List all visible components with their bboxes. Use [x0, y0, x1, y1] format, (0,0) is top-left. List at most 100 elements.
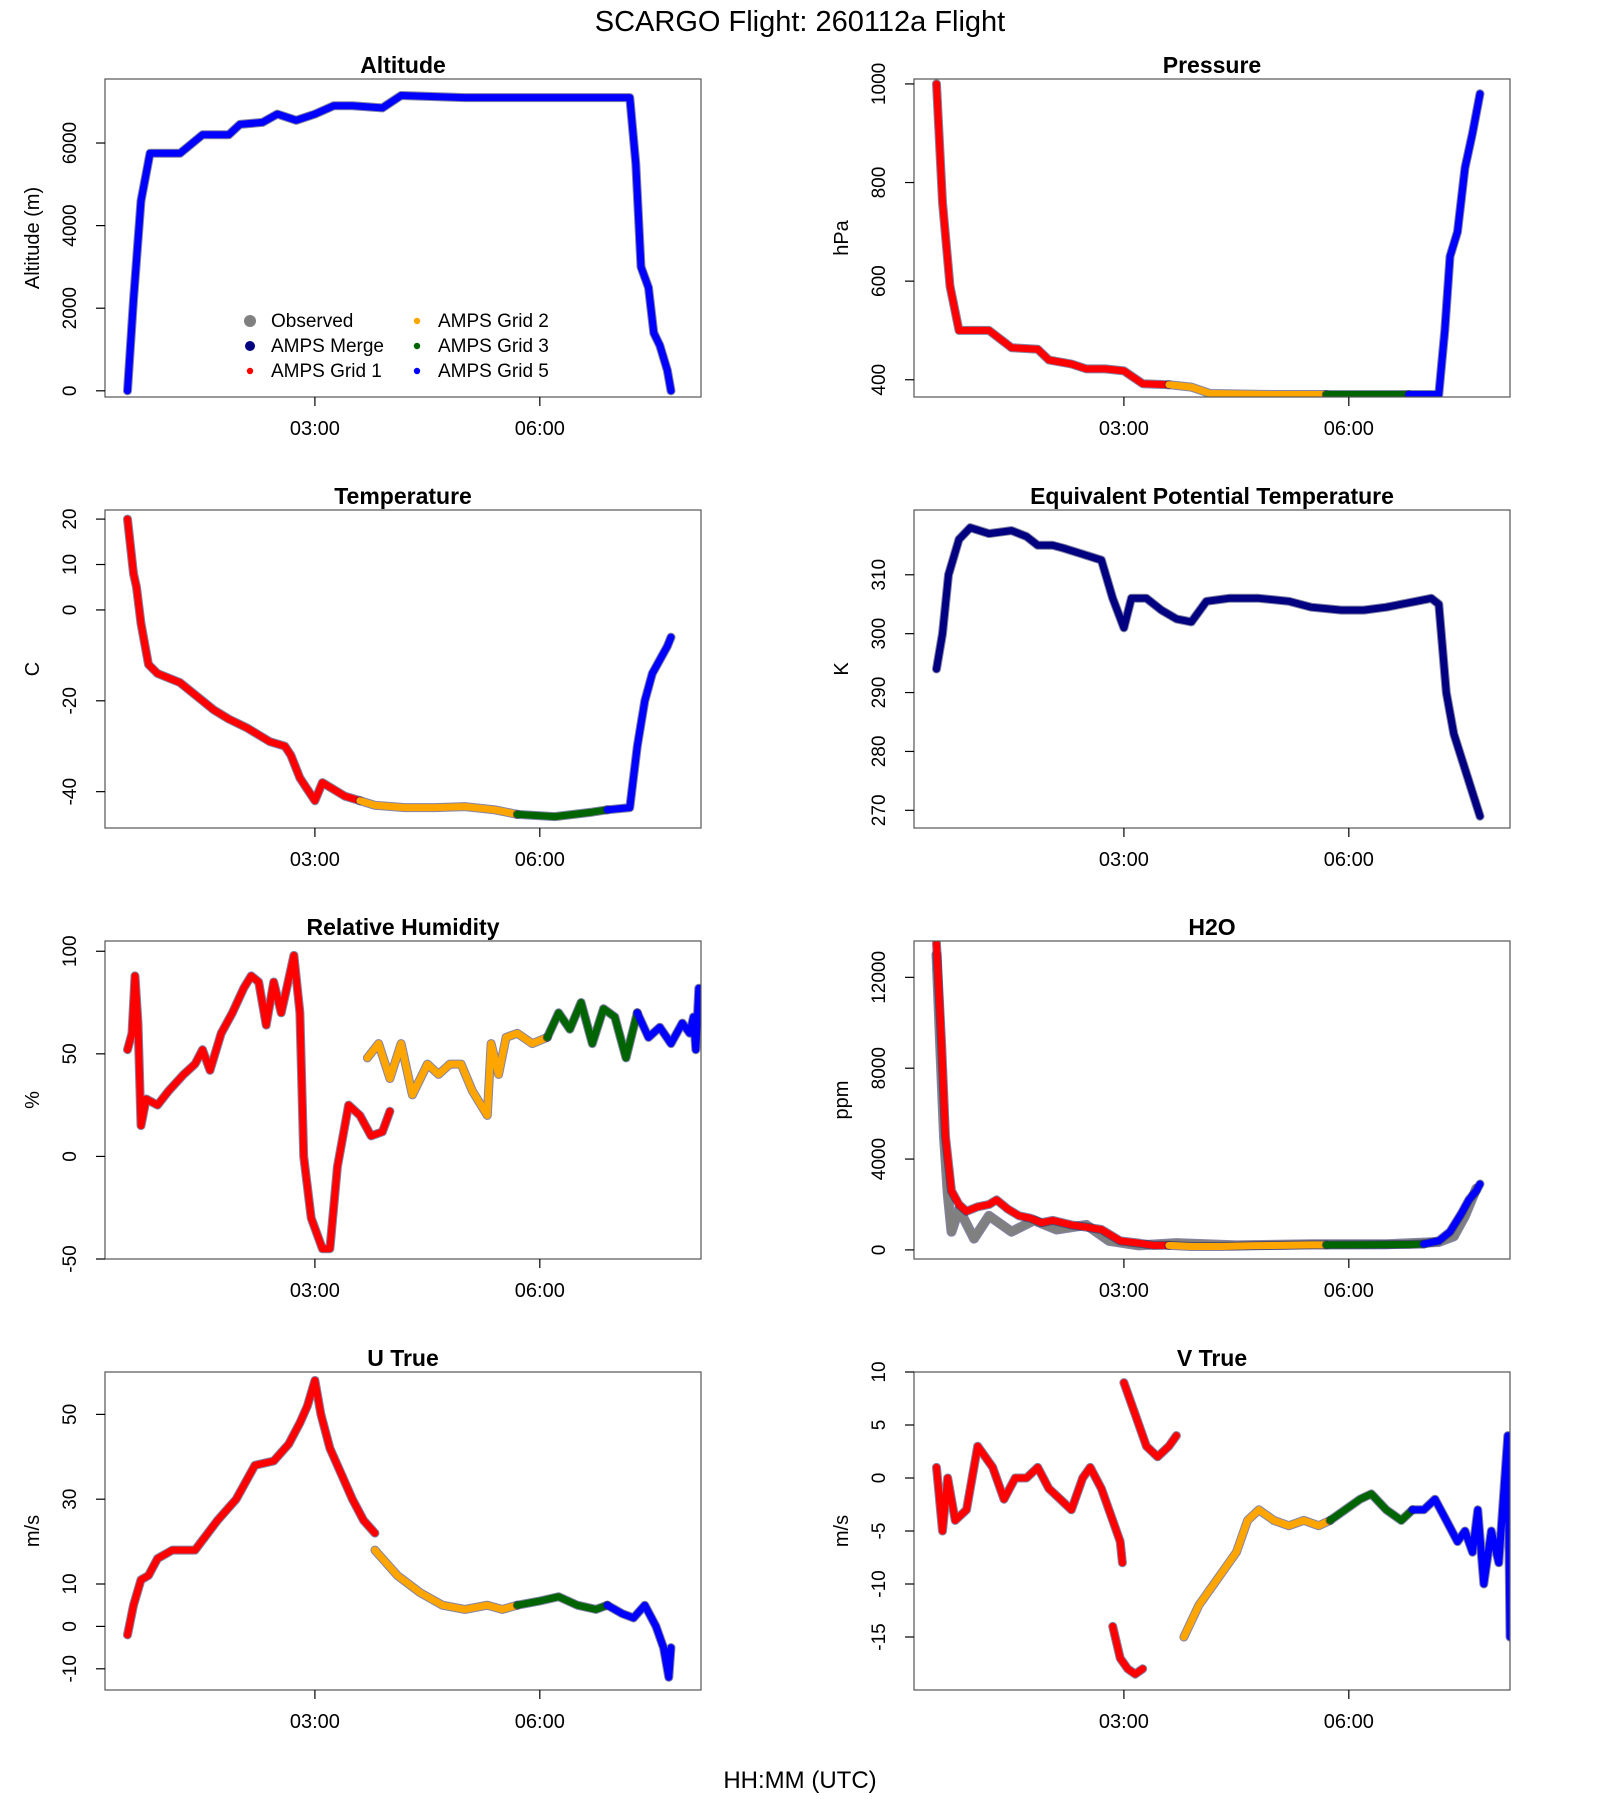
data-point: [1150, 1242, 1158, 1249]
data-point: [259, 119, 266, 126]
data-point: [236, 121, 244, 128]
data-point: [1023, 1474, 1030, 1482]
series-amps-grid-2: [1179, 1505, 1335, 1642]
data-point: [645, 284, 652, 291]
series-amps-grid-3: [1325, 1489, 1417, 1525]
data-point: [154, 1555, 161, 1562]
data-point: [1119, 1559, 1126, 1567]
data-point: [293, 117, 300, 124]
data-point: [1480, 1580, 1488, 1588]
data-point: [281, 993, 289, 1000]
data-point: [145, 661, 152, 668]
data-point: [619, 1610, 626, 1617]
panel-frame: [913, 78, 1511, 398]
data-point: [191, 1546, 199, 1554]
data-point: [1443, 1517, 1450, 1524]
data-point: [1068, 1221, 1075, 1229]
data-point: [1139, 380, 1146, 387]
data-point: [1143, 595, 1150, 602]
data-point: [424, 1060, 431, 1068]
data-point: [1461, 1527, 1469, 1535]
data-point: [1068, 1506, 1075, 1514]
panel-data: [123, 1376, 676, 1682]
data-point: [255, 978, 262, 986]
data-point: [296, 774, 304, 782]
y-tick-label: -40: [60, 778, 81, 805]
series-outline: [931, 949, 1482, 1251]
data-point: [356, 1112, 364, 1119]
series-line: [603, 1601, 675, 1681]
y-axis-label: C: [22, 662, 44, 676]
data-point: [1398, 1517, 1405, 1524]
data-point: [634, 1009, 641, 1016]
data-point: [379, 1128, 386, 1136]
data-point: [955, 1201, 963, 1208]
series-amps-grid-5: [1408, 1431, 1510, 1642]
data-point: [604, 1602, 611, 1609]
series-line: [124, 951, 394, 1253]
data-point: [128, 1030, 136, 1037]
legend-swatch: [413, 317, 421, 325]
series-amps-grid-2: [362, 1028, 552, 1120]
data-point: [1049, 542, 1056, 549]
data-point: [1323, 391, 1330, 397]
data-point: [1458, 1210, 1465, 1217]
data-point: [409, 1091, 416, 1099]
data-point: [1087, 1464, 1094, 1471]
data-point: [1461, 765, 1469, 773]
data-point: [1132, 1411, 1139, 1418]
data-point: [1465, 1196, 1473, 1204]
data-point: [165, 1087, 172, 1095]
series-amps-grid-3: [542, 998, 642, 1063]
data-point: [933, 665, 940, 673]
series-line: [1409, 1432, 1510, 1641]
panel-data: [123, 91, 676, 396]
x-tick-label: 03:00: [290, 1711, 340, 1733]
data-point: [484, 1602, 491, 1609]
x-tick-label: 03:00: [1099, 849, 1149, 871]
panel-data: [123, 514, 676, 822]
panel-frame: [913, 1371, 1511, 1691]
data-point: [225, 715, 232, 723]
series-line: [603, 633, 675, 814]
series-line: [363, 1029, 551, 1119]
data-point: [341, 793, 349, 800]
series-amps-grid-5: [632, 983, 701, 1055]
panel-temperature: Temperature 03:00 06:00 -40 -20 0 10 20 C: [22, 483, 702, 871]
data-point: [180, 1071, 187, 1078]
x-tick-label: 06:00: [1324, 418, 1374, 440]
data-point: [1139, 1665, 1146, 1673]
series-amps-grid-1: [1108, 1621, 1148, 1679]
data-point: [285, 1440, 292, 1448]
data-point: [665, 1674, 672, 1681]
data-point: [287, 752, 295, 759]
data-point: [124, 1046, 131, 1053]
data-point: [1203, 598, 1210, 605]
panel-data: [931, 941, 1485, 1251]
data-point: [1188, 618, 1195, 626]
series-amps-grid-3: [1321, 390, 1414, 397]
y-tick-label: 20: [60, 509, 81, 530]
data-point: [551, 813, 558, 820]
data-point: [1015, 1212, 1023, 1220]
series-outline: [370, 1545, 522, 1614]
data-point: [296, 1009, 304, 1016]
data-point: [1338, 606, 1345, 614]
data-point: [317, 1411, 325, 1418]
data-point: [401, 804, 409, 811]
legend-swatch: [244, 315, 256, 327]
data-point: [1454, 1538, 1461, 1545]
data-point: [970, 1235, 978, 1242]
series-amps-grid-1: [932, 941, 1174, 1250]
data-point: [536, 1597, 543, 1605]
data-point: [397, 1040, 405, 1047]
data-point: [319, 779, 326, 786]
panel-frame: [104, 509, 702, 829]
series-amps-grid-5: [602, 632, 676, 815]
legend-swatch: [413, 342, 421, 350]
data-point: [1326, 1517, 1334, 1524]
series-line: [932, 950, 1481, 1250]
series-outline: [932, 941, 1174, 1250]
y-tick-label: 5: [869, 1420, 890, 1431]
y-tick-label: 280: [869, 736, 890, 768]
